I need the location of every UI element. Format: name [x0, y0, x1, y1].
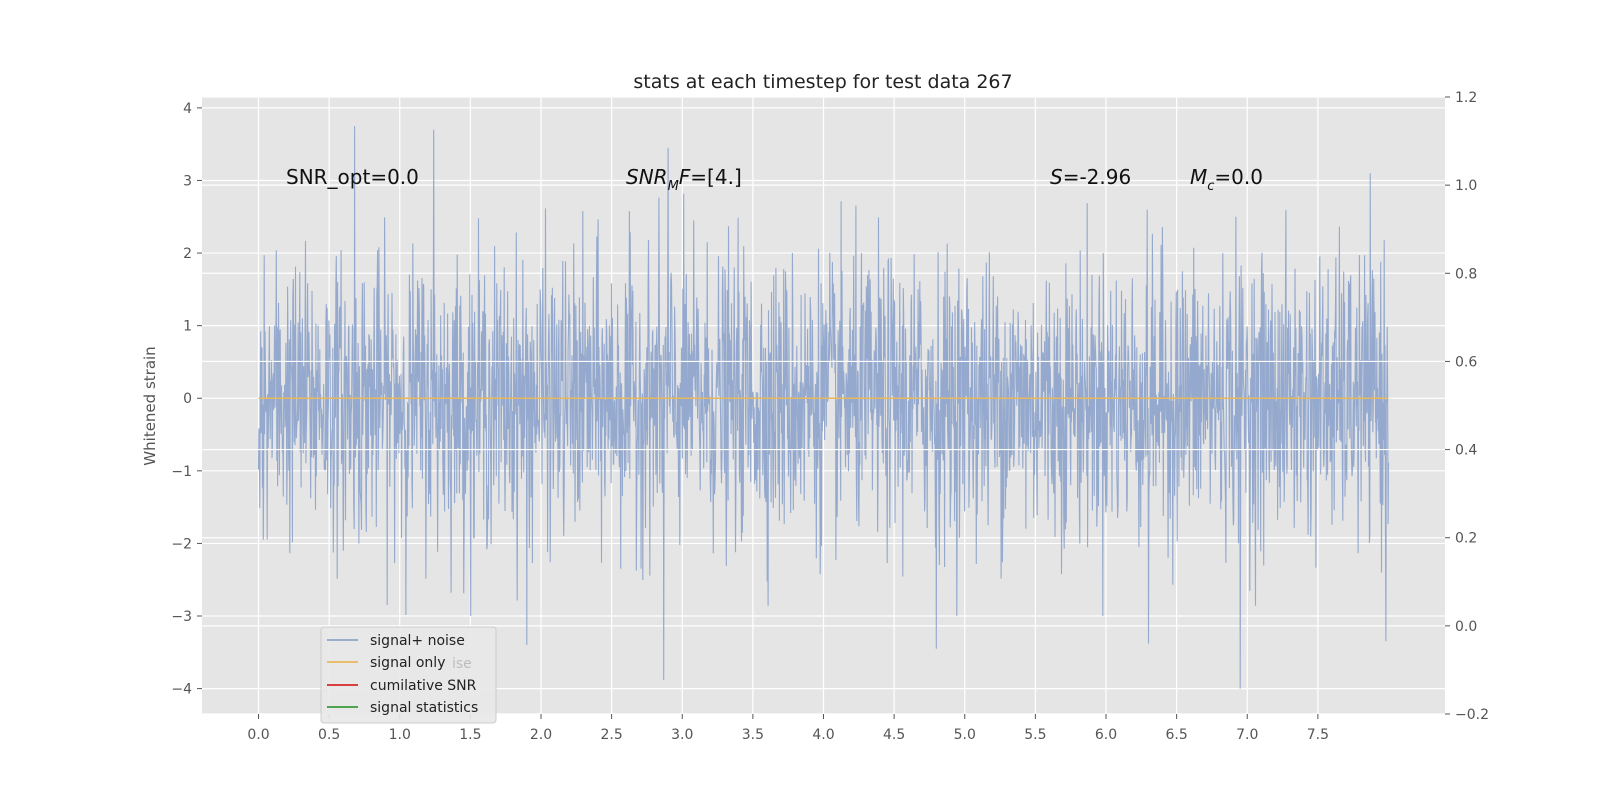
- y-tick-label: 4: [183, 101, 192, 117]
- annotation-mc-value: =0.0: [1214, 165, 1263, 189]
- y2-tick-label: 0.8: [1455, 266, 1477, 282]
- y-tick-label: −4: [171, 682, 192, 698]
- y2-tick-label: −0.2: [1455, 707, 1489, 723]
- series-signal-noise: [257, 125, 1390, 689]
- x-tick-label: 2.5: [600, 727, 622, 743]
- legend-box: [320, 626, 497, 724]
- y2-tick-label: 0.4: [1455, 443, 1477, 459]
- x-tick-label: 4.5: [883, 727, 905, 743]
- annotation-snr-opt: SNR_opt=0.0: [286, 165, 419, 189]
- y-tick-label: −2: [171, 536, 192, 552]
- legend-label-signal-only: signal only: [370, 655, 445, 671]
- x-tick-label: 3.5: [742, 727, 764, 743]
- x-tick-label: 3.0: [671, 727, 693, 743]
- x-tick-label: 5.5: [1024, 727, 1046, 743]
- x-tick-label: 5.0: [954, 727, 976, 743]
- x-tick-label: 7.0: [1236, 727, 1258, 743]
- legend-label-signal-statistics: signal statistics: [370, 700, 478, 716]
- x-tick-label: 2.0: [530, 727, 552, 743]
- annotation-snr-mf-f: F: [679, 165, 691, 189]
- x-tick-label: 7.5: [1307, 727, 1329, 743]
- x-tick-label: 6.5: [1165, 727, 1187, 743]
- y2-tick-label: 0.2: [1455, 531, 1477, 547]
- y-tick-label: 1: [183, 319, 192, 335]
- annotation-snr-mf-main: SNR: [626, 165, 668, 189]
- annotation-s-main: S: [1050, 165, 1063, 189]
- overlay-lines: [202, 360, 1445, 451]
- legend-label-cumilative-snr: cumilative SNR: [370, 678, 477, 694]
- x-tick-label: 1.0: [389, 727, 411, 743]
- x-tick-label: 4.0: [812, 727, 834, 743]
- annotation-s-value: =-2.96: [1063, 165, 1132, 189]
- y-tick-label: 2: [183, 246, 192, 262]
- annotation-snr-mf-sub: M: [668, 179, 679, 194]
- signal-noise-line: [257, 125, 1390, 689]
- y2-tick-label: 0.6: [1455, 354, 1477, 370]
- legend-ghost-text: ise: [452, 656, 472, 672]
- annotation-snr-mf-value: =[4.]: [690, 165, 741, 189]
- x-tick-label: 0.0: [247, 727, 269, 743]
- legend: ise signal+ noise signal only cumilative…: [320, 626, 497, 724]
- y2-axis-ticks: 1.2 1.0 0.8 0.6 0.4 0.2 0.0 −0.2: [1445, 90, 1489, 723]
- y2-tick-label: 0.0: [1455, 619, 1477, 635]
- y2-tick-label: 1.0: [1455, 178, 1477, 194]
- x-tick-label: 6.0: [1095, 727, 1117, 743]
- annotation-snr-mf: SNRMF=[4.]: [626, 165, 742, 194]
- y-tick-label: −3: [171, 609, 192, 625]
- y-tick-label: 0: [183, 391, 192, 407]
- legend-label-signal-noise: signal+ noise: [370, 633, 465, 649]
- y-tick-label: 3: [183, 173, 192, 189]
- x-tick-label: 1.5: [459, 727, 481, 743]
- annotation-mc: Mc=0.0: [1190, 165, 1263, 194]
- chart-title: stats at each timestep for test data 267: [633, 71, 1012, 93]
- y-axis-ticks: 4 3 2 1 0 −1 −2 −3 −4: [171, 101, 202, 698]
- y2-tick-label: 1.2: [1455, 90, 1477, 106]
- annotation-s: S=-2.96: [1050, 165, 1131, 189]
- x-axis-ticks: 0.0 0.5 1.0 1.5 2.0 2.5 3.0 3.5 4.0 4.5 5.0 5.5 6.0 6…: [247, 714, 1329, 743]
- annotation-mc-main: M: [1190, 165, 1207, 189]
- y-axis-label: Whitened strain: [141, 346, 159, 465]
- annotation-mc-sub: c: [1207, 179, 1214, 194]
- x-tick-label: 0.5: [318, 727, 340, 743]
- y-tick-label: −1: [171, 464, 192, 480]
